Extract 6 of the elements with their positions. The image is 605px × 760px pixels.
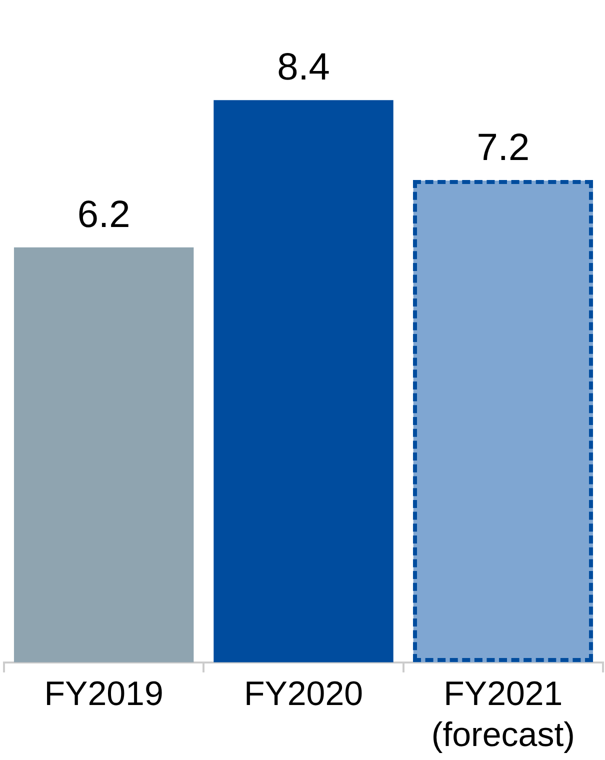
x-tick-label: FY2019 xyxy=(44,675,164,714)
data-label: 6.2 xyxy=(77,194,130,236)
x-tick-label: FY2021 (forecast) xyxy=(431,675,575,754)
data-label: 7.2 xyxy=(476,126,530,169)
x-tick-label: FY2020 xyxy=(244,675,364,714)
data-label: 8.4 xyxy=(277,46,330,89)
